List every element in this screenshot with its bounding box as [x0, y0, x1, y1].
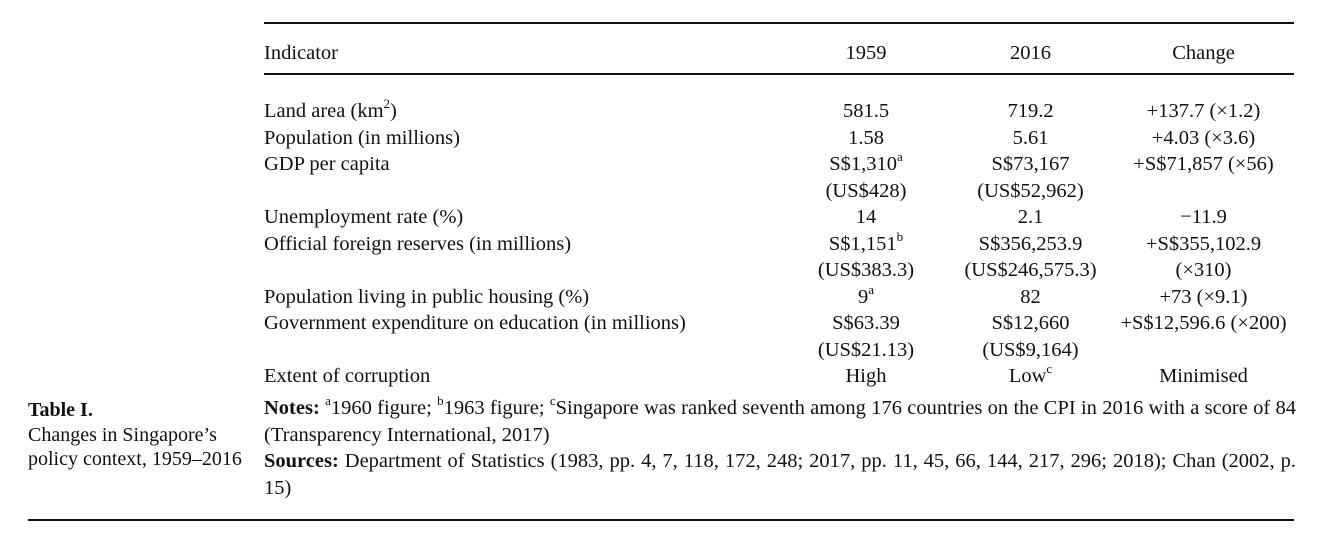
value-change: +4.03 (×3.6): [1151, 126, 1256, 149]
header-1959: 1959: [845, 42, 887, 64]
indicator-cell: Land area (km2): [264, 96, 397, 122]
indicator-cell: Government expenditure on education (in …: [264, 312, 686, 334]
table-notes: Notes: a1960 figure; b1963 figure; cSing…: [264, 393, 1297, 501]
indicator-cell: Population (in millions): [264, 126, 460, 149]
sources-label: Sources:: [264, 450, 339, 472]
header-change: Change: [1172, 42, 1235, 64]
value-2016: Lowc: [1008, 361, 1053, 387]
value-2016: 719.2: [1007, 100, 1054, 122]
value-1959: 1.58: [848, 126, 884, 149]
value-change: +S$12,596.6 (×200): [1120, 312, 1287, 334]
value-change: −11.9: [1180, 206, 1227, 228]
header-row: Indicator 1959 2016 Change: [264, 40, 1294, 72]
header-2016: 2016: [1010, 42, 1051, 64]
notes-label: Notes:: [264, 397, 320, 419]
spacer-row: [264, 72, 1294, 98]
value-1959: 581.5: [842, 100, 890, 122]
value-2016: S$73,167 (US$52,962): [977, 153, 1084, 202]
table-row: GDP per capita S$1,310a (US$428) S$73,167…: [264, 149, 1294, 204]
header-rule: [264, 73, 1294, 75]
table-row: Population living in public housing (%) …: [264, 281, 1294, 311]
indicator-cell: GDP per capita: [264, 153, 390, 175]
value-1959: 9a: [857, 281, 875, 308]
value-change: +137.7 (×1.2): [1146, 100, 1261, 122]
value-1959: S$63.39 (US$21.13): [817, 312, 915, 361]
top-rule: [264, 22, 1294, 24]
indicator-cell: Unemployment rate (%): [264, 206, 464, 228]
table-row: Government expenditure on education (in …: [264, 310, 1294, 363]
value-1959: High: [845, 365, 887, 387]
value-2016: 5.61: [1012, 126, 1049, 149]
table-row: Official foreign reserves (in millions) …: [264, 228, 1294, 284]
table-caption: Table I. Changes in Singapore’s policy c…: [28, 398, 248, 472]
value-change: +73 (×9.1): [1159, 285, 1248, 308]
value-2016: 2.1: [1017, 206, 1044, 228]
bottom-rule: [28, 519, 1294, 521]
value-1959: S$1,151b (US$383.3): [817, 228, 915, 281]
value-2016: S$356,253.9 (US$246,575.3): [964, 232, 1097, 282]
table-row: Unemployment rate (%) 14 2.1 −11.9: [264, 204, 1294, 231]
value-2016: S$12,660 (US$9,164): [982, 312, 1079, 361]
table-row: Extent of corruption High Lowc Minimised: [264, 361, 1294, 390]
notes-paragraph: Notes: a1960 figure; b1963 figure; cSing…: [264, 393, 1296, 446]
table-row: Land area (km2) 581.5 719.2 +137.7 (×1.2…: [264, 96, 1294, 125]
caption-text: Changes in Singapore’s policy context, 1…: [28, 423, 242, 471]
caption-label: Table I.: [28, 399, 93, 421]
sources-paragraph: Sources: Department of Statistics (1983,…: [264, 450, 1297, 499]
value-change: Minimised: [1159, 365, 1248, 387]
value-change: +S$355,102.9 (×310): [1145, 232, 1262, 282]
indicator-cell: Official foreign reserves (in millions): [264, 232, 572, 255]
value-2016: 82: [1020, 285, 1041, 308]
value-1959: S$1,310a (US$428): [825, 149, 907, 202]
value-1959: 14: [855, 206, 877, 228]
header-indicator: Indicator: [264, 42, 338, 64]
indicator-cell: Population living in public housing (%): [264, 285, 590, 308]
table-row: Population (in millions) 1.58 5.61 +4.03…: [264, 125, 1294, 152]
value-change: +S$71,857 (×56): [1133, 153, 1274, 175]
indicator-cell: Extent of corruption: [264, 365, 431, 387]
data-table: Indicator 1959 2016 Change Land area (km…: [264, 40, 1294, 390]
